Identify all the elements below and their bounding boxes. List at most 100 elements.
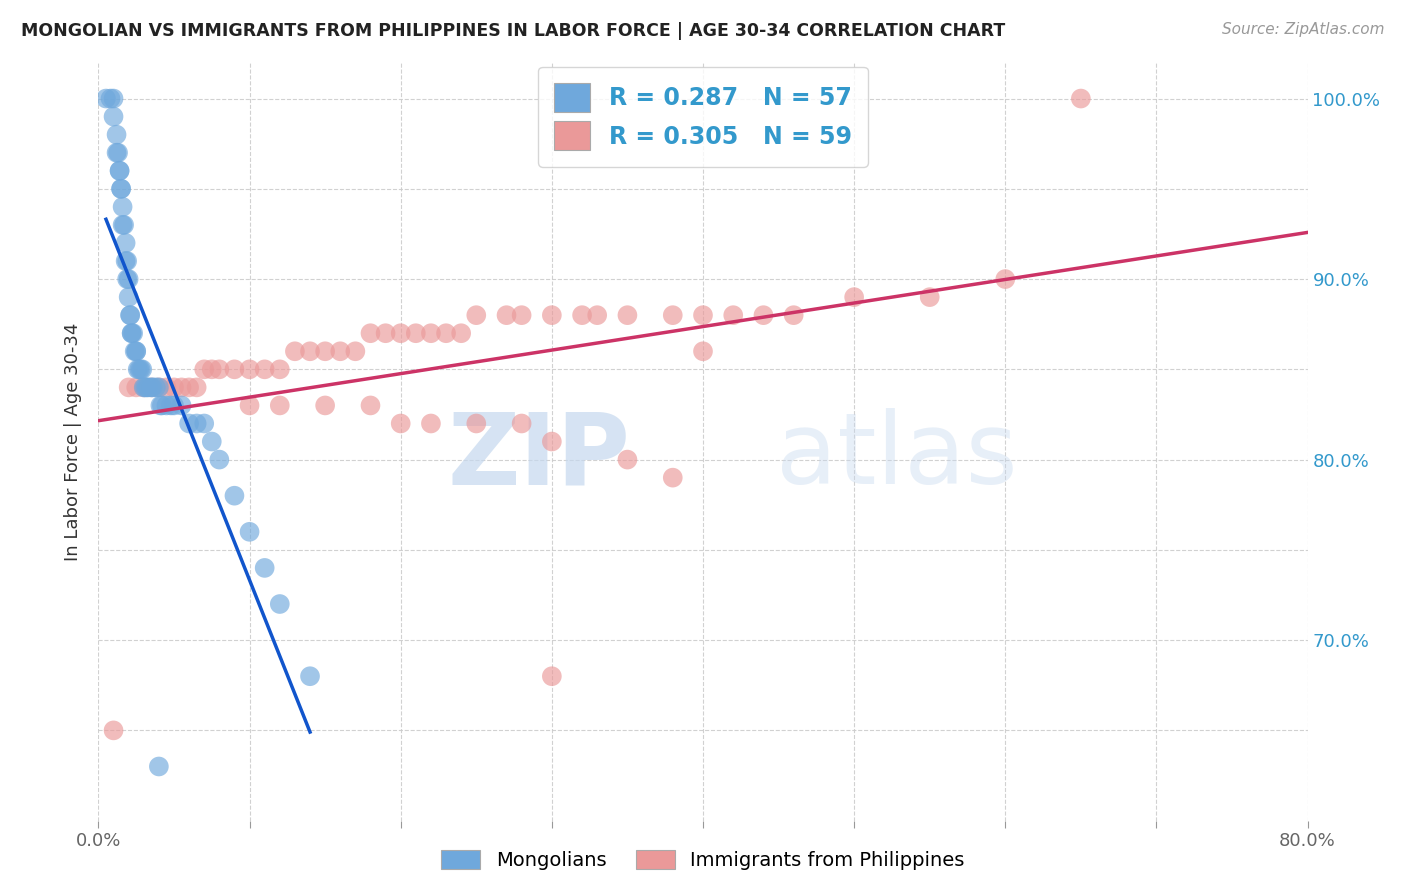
Point (239, 524, 262, 539)
Point (94, 91, 117, 105)
Point (105, 145, 128, 160)
Point (239, 399, 262, 413)
Point (465, 308, 488, 322)
Point (1070, 91, 1092, 105)
Point (145, 380, 167, 394)
Point (125, 344, 148, 359)
Point (120, 308, 142, 322)
Point (110, 182, 132, 196)
Point (994, 272, 1017, 286)
Point (150, 399, 173, 413)
Point (121, 326, 143, 341)
Point (121, 326, 143, 341)
Point (661, 470, 683, 484)
Point (136, 380, 159, 394)
Point (105, 128, 128, 142)
Point (103, 723, 125, 738)
Point (208, 362, 231, 376)
Point (179, 380, 201, 394)
Point (360, 326, 382, 341)
Point (344, 344, 367, 359)
Point (692, 344, 714, 359)
Point (389, 326, 412, 341)
Point (134, 380, 156, 394)
Point (155, 399, 177, 413)
Text: ZIP: ZIP (447, 409, 630, 505)
Point (103, 91, 125, 105)
Point (124, 344, 146, 359)
Point (253, 362, 276, 376)
Point (186, 380, 208, 394)
Point (114, 254, 136, 268)
Point (299, 344, 322, 359)
Point (148, 380, 170, 394)
Point (163, 399, 186, 413)
Point (132, 380, 155, 394)
Point (540, 434, 562, 449)
Point (118, 290, 141, 304)
Point (115, 272, 138, 286)
Point (115, 254, 138, 268)
Point (149, 399, 172, 413)
Point (434, 326, 457, 341)
Point (450, 326, 472, 341)
Text: MONGOLIAN VS IMMIGRANTS FROM PHILIPPINES IN LABOR FORCE | AGE 30-34 CORRELATION : MONGOLIAN VS IMMIGRANTS FROM PHILIPPINES… (21, 22, 1005, 40)
Point (752, 308, 775, 322)
Point (142, 380, 165, 394)
Point (108, 163, 131, 178)
Point (201, 434, 224, 449)
Point (125, 380, 148, 394)
Point (253, 561, 276, 575)
Point (148, 380, 170, 394)
Point (314, 344, 336, 359)
Point (170, 399, 193, 413)
Point (389, 417, 412, 431)
Point (420, 417, 443, 431)
Point (179, 417, 201, 431)
Point (723, 308, 745, 322)
Point (107, 145, 129, 160)
Point (163, 380, 186, 394)
Point (284, 344, 307, 359)
Point (586, 308, 609, 322)
Point (118, 380, 141, 394)
Point (299, 669, 322, 683)
Point (616, 452, 638, 467)
Point (239, 362, 262, 376)
Point (131, 362, 153, 376)
Point (127, 362, 149, 376)
Point (201, 362, 224, 376)
Point (110, 182, 132, 196)
Point (918, 290, 941, 304)
Point (540, 669, 562, 683)
Point (510, 308, 533, 322)
Point (125, 344, 148, 359)
Point (314, 399, 336, 413)
Point (148, 759, 170, 773)
Point (141, 380, 163, 394)
Point (783, 308, 806, 322)
Point (616, 308, 638, 322)
Text: Source: ZipAtlas.com: Source: ZipAtlas.com (1222, 22, 1385, 37)
Point (186, 417, 208, 431)
Point (224, 489, 246, 503)
Point (193, 362, 215, 376)
Point (844, 290, 866, 304)
Point (122, 326, 145, 341)
Point (420, 326, 443, 341)
Point (495, 308, 517, 322)
Point (103, 110, 125, 124)
Point (540, 308, 562, 322)
Point (170, 380, 193, 394)
Legend: Mongolians, Immigrants from Philippines: Mongolians, Immigrants from Philippines (433, 842, 973, 878)
Point (405, 326, 427, 341)
Point (224, 362, 246, 376)
Point (132, 380, 155, 394)
Point (100, 91, 122, 105)
Point (120, 308, 142, 322)
Point (118, 272, 141, 286)
Point (128, 362, 150, 376)
Point (129, 362, 152, 376)
Point (269, 597, 291, 611)
Point (360, 399, 382, 413)
